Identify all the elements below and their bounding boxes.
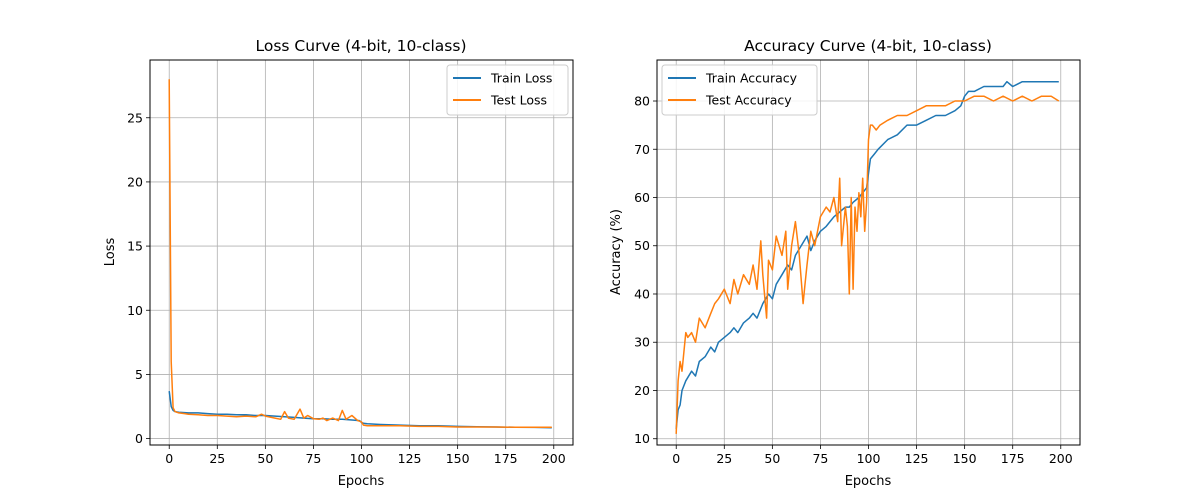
accuracy-chart-legend-box	[661, 64, 818, 116]
accuracy-chart-series-train-line	[675, 80, 1059, 430]
loss-chart-title: Loss Curve (4-bit, 10-class)	[256, 37, 467, 55]
accuracy-chart-y-label: Accuracy (%)	[609, 209, 624, 295]
accuracy-chart-y-tick-label: 80	[634, 94, 650, 109]
loss-chart-y-tick-label: 25	[127, 110, 143, 125]
loss-chart-x-tick-label: 125	[398, 451, 422, 466]
loss-chart-y-tick-label: 20	[127, 174, 143, 189]
loss-chart-x-ticks: 0 25 50 75 100 125 150 175 200	[165, 445, 566, 466]
accuracy-chart-y-tick-label: 10	[634, 431, 650, 446]
accuracy-chart-y-tick-label: 40	[634, 286, 650, 301]
accuracy-chart-x-tick-label: 200	[1049, 451, 1073, 466]
accuracy-chart-series-test-line	[675, 95, 1060, 434]
accuracy-chart-x-tick-label: 75	[812, 451, 828, 466]
accuracy-chart-x-tick-label: 50	[764, 451, 780, 466]
accuracy-chart-y-tick-label: 50	[634, 238, 650, 253]
accuracy-chart-x-tick-label: 25	[716, 451, 732, 466]
accuracy-chart-grid	[657, 60, 1080, 445]
loss-chart-y-tick-label: 5	[135, 367, 143, 382]
loss-chart-y-tick-label: 15	[127, 239, 143, 254]
loss-chart-y-tick-label: 10	[127, 303, 143, 318]
loss-chart: Loss Curve (4-bit, 10-class) 0 25 50 75 100 1…	[103, 37, 574, 489]
accuracy-chart-legend: Train Accuracy Test Accuracy	[661, 64, 818, 116]
accuracy-chart-legend-label: Train Accuracy	[705, 71, 798, 86]
accuracy-chart-y-tick-label: 60	[634, 190, 650, 205]
loss-chart-y-tick-label: 0	[135, 431, 143, 446]
loss-chart-series-test-line	[168, 79, 552, 429]
accuracy-chart-y-tick-label: 30	[634, 335, 650, 350]
loss-chart-legend: Train Loss Test Loss	[446, 64, 569, 116]
loss-chart-x-tick-label: 25	[209, 451, 225, 466]
accuracy-chart-series	[675, 80, 1060, 434]
accuracy-chart-legend-label: Test Accuracy	[705, 93, 792, 108]
loss-chart-x-tick-label: 100	[350, 451, 374, 466]
loss-chart-legend-label: Train Loss	[490, 71, 552, 86]
accuracy-chart-x-tick-label: 125	[905, 451, 929, 466]
accuracy-chart-x-tick-label: 0	[672, 451, 680, 466]
accuracy-chart: Accuracy Curve (4-bit, 10-class) 0 25 50 75…	[609, 37, 1081, 489]
loss-chart-x-tick-label: 200	[542, 451, 566, 466]
loss-chart-y-ticks: 0 5 10 15 20 25	[127, 110, 150, 446]
accuracy-chart-x-tick-label: 175	[1001, 451, 1025, 466]
accuracy-chart-x-ticks: 0 25 50 75 100 125 150 175 200	[672, 445, 1073, 466]
loss-chart-y-label: Loss	[103, 238, 118, 267]
accuracy-chart-x-tick-label: 100	[857, 451, 881, 466]
loss-chart-x-tick-label: 150	[446, 451, 470, 466]
loss-chart-x-tick-label: 50	[257, 451, 273, 466]
accuracy-chart-x-tick-label: 150	[953, 451, 977, 466]
loss-chart-legend-label: Test Loss	[490, 93, 547, 108]
loss-chart-series	[168, 79, 552, 429]
loss-chart-x-tick-label: 75	[305, 451, 321, 466]
accuracy-chart-x-label: Epochs	[845, 474, 892, 489]
loss-chart-grid	[150, 60, 573, 445]
loss-chart-x-tick-label: 0	[165, 451, 173, 466]
accuracy-chart-y-tick-label: 70	[634, 142, 650, 157]
loss-chart-x-label: Epochs	[338, 474, 385, 489]
accuracy-chart-y-ticks: 10 20 30 40 50 60 70 80	[634, 94, 657, 446]
accuracy-chart-y-tick-label: 20	[634, 383, 650, 398]
loss-chart-x-tick-label: 175	[494, 451, 518, 466]
accuracy-chart-title: Accuracy Curve (4-bit, 10-class)	[744, 37, 992, 55]
